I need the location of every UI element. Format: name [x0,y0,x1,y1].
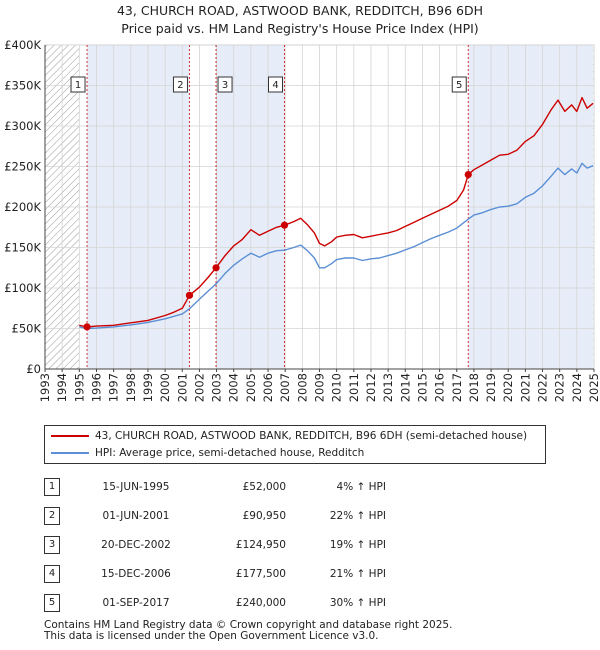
sale-label-box [70,76,86,93]
sale-number-badge: 5 [44,593,60,612]
sale-point [185,291,194,299]
sale-number-badge: 1 [44,477,60,496]
x-tick-label: 2008 [295,373,309,402]
footer-copyright: Contains HM Land Registry data © Crown c… [44,619,453,631]
y-tick-label: £250K [4,160,41,174]
x-tick-label: 2005 [244,373,258,402]
legend-item-hpi: HPI: Average price, semi-detached house,… [51,446,364,460]
x-tick-label: 2023 [553,373,567,402]
x-tick-label: 1994 [55,373,69,402]
x-tick-label: 1995 [72,373,86,402]
x-tick-label: 2004 [227,373,241,402]
table-row: 5 01-SEP-2017 £240,000 30% ↑ HPI [44,588,386,617]
sale-hpi-change: 4% ↑ HPI [336,480,386,493]
sale-point [464,171,472,179]
table-row: 3 20-DEC-2002 £124,950 19% ↑ HPI [44,530,386,559]
y-tick-label: £300K [4,119,41,133]
chart-title: 43, CHURCH ROAD, ASTWOOD BANK, REDDITCH,… [116,3,484,18]
sale-label-text: 5 [456,80,462,91]
x-tick-label: 2019 [484,373,498,402]
price-chart: 1 2 3 4 5 £0 £50K £100K £150K £200K £250K £300K £35… [4,38,600,402]
x-tick-label: 2000 [158,373,172,402]
sale-point [212,264,220,272]
x-tick-label: 2021 [518,373,532,402]
property-series-line [79,96,594,328]
x-tick-label: 1999 [141,373,155,402]
x-tick-label: 2011 [347,373,361,402]
x-tick-label: 2018 [467,373,481,402]
legend-label-hpi: HPI: Average price, semi-detached house,… [95,447,365,459]
sale-number-badge: 2 [44,506,60,525]
sale-point [280,221,289,229]
sale-price: £177,500 [235,567,286,580]
table-row: 1 15-JUN-1995 £52,000 4% ↑ HPI [44,472,386,501]
table-row: 4 15-DEC-2006 £177,500 21% ↑ HPI [44,559,386,588]
hpi-series-line [79,162,594,330]
x-tick-label: 2003 [210,373,224,402]
y-tick-label: £50K [12,322,42,336]
x-tick-label: 2010 [330,373,344,402]
chart-subtitle: Price paid vs. HM Land Registry's House … [121,21,479,36]
legend-swatch-hpi [51,452,89,454]
sale-hpi-change: 22% ↑ HPI [329,509,386,522]
y-tick-label: £100K [4,281,41,295]
x-tick-label: 2014 [398,373,412,402]
x-tick-label: 1998 [124,373,138,402]
y-tick-label: £200K [4,200,41,214]
x-tick-label: 2016 [433,373,447,402]
x-tick-label: 2022 [536,373,550,402]
x-tick-label: 2015 [415,373,429,402]
x-tick-label: 2002 [192,373,206,402]
sale-label-text: 2 [177,80,183,91]
x-tick-label: 2007 [278,373,292,402]
x-tick-label: 1993 [38,373,52,402]
x-tick-label: 2012 [364,373,378,402]
sale-date: 20-DEC-2002 [101,538,171,551]
sale-date: 15-DEC-2006 [101,567,171,580]
x-tick-label: 1997 [107,373,121,402]
sales-table: 1 15-JUN-1995 £52,000 4% ↑ HPI 2 01-JUN-… [44,472,386,617]
legend-label-property: 43, CHURCH ROAD, ASTWOOD BANK, REDDITCH,… [95,430,528,442]
y-tick-label: £150K [4,241,41,255]
footer-licence: This data is licensed under the Open Gov… [44,630,379,642]
x-tick-label: 2001 [175,373,189,402]
sale-label-box [451,76,467,93]
y-tick-label: £350K [4,79,41,93]
sale-price: £240,000 [235,596,286,609]
table-row: 2 01-JUN-2001 £90,950 22% ↑ HPI [44,501,386,530]
y-tick-label: £0 [26,362,41,376]
sale-price: £124,950 [235,538,286,551]
sale-label-text: 4 [272,80,278,91]
x-tick-label: 2017 [450,373,464,402]
legend: 43, CHURCH ROAD, ASTWOOD BANK, REDDITCH,… [44,425,546,464]
sale-label-box [268,76,284,93]
x-tick-label: 2024 [570,373,584,402]
sale-label-box [172,76,188,93]
legend-swatch-property [51,435,89,437]
sale-date: 01-SEP-2017 [102,596,170,609]
sale-hpi-change: 30% ↑ HPI [329,596,386,609]
sale-point [83,323,91,331]
sale-hpi-change: 19% ↑ HPI [329,538,386,551]
x-tick-label: 2025 [587,373,600,402]
footer-note: Contains HM Land Registry data © Crown c… [44,620,452,642]
sale-price: £90,950 [242,509,286,522]
sale-label-text: 1 [75,80,81,91]
sale-date: 15-JUN-1995 [102,480,170,493]
x-tick-label: 2020 [501,373,515,402]
sale-price: £52,000 [242,480,286,493]
x-tick-label: 1996 [89,373,103,402]
x-tick-label: 2009 [313,373,327,402]
y-tick-label: £400K [4,38,41,52]
x-tick-label: 2013 [381,373,395,402]
sale-label-box [217,76,233,93]
legend-item-property: 43, CHURCH ROAD, ASTWOOD BANK, REDDITCH,… [51,429,527,443]
sale-hpi-change: 21% ↑ HPI [329,567,386,580]
chart-title-block: 43, CHURCH ROAD, ASTWOOD BANK, REDDITCH,… [0,2,600,38]
sale-number-badge: 4 [44,564,60,583]
x-tick-label: 2006 [261,373,275,402]
sale-date: 01-JUN-2001 [102,509,170,522]
sale-label-text: 3 [222,80,228,91]
sale-number-badge: 3 [44,535,60,554]
